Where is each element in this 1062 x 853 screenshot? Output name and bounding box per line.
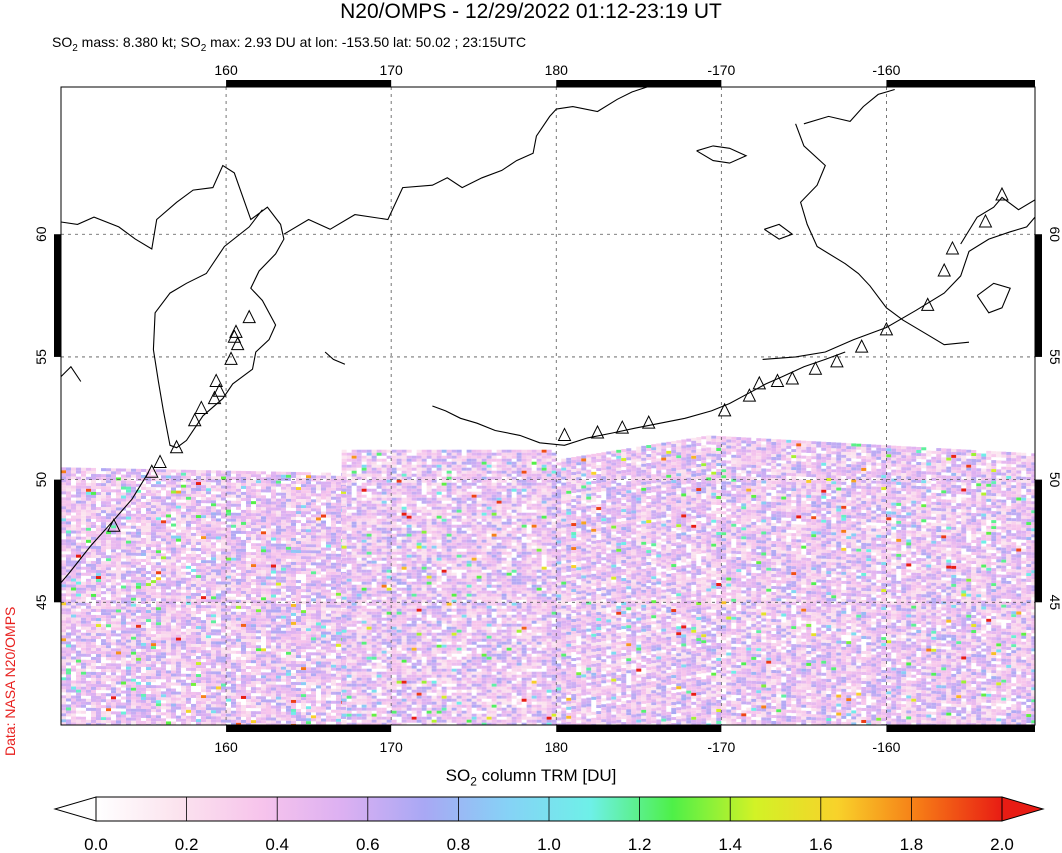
colorbar-ticks: 0.0 0.2 0.4 0.6 0.8 1.0 1.2 1.4 1.6 1.8 2.0 [84, 797, 1014, 853]
colorbar: 0.0 0.2 0.4 0.6 0.8 1.0 1.2 1.4 1.6 1.8 2.0 [53, 796, 1045, 853]
colorbar-tick-label: 0.6 [356, 835, 380, 853]
lon-tick-label: 170 [379, 62, 403, 78]
colorbar-tick-label: 0.8 [447, 835, 471, 853]
colorbar-tick-label: 1.6 [809, 835, 833, 853]
map-frame-ticks [54, 80, 1042, 732]
lat-tick-label: 45 [1047, 595, 1062, 611]
colorbar-over-arrow [1001, 796, 1045, 822]
colorbar-tick-label: 0.2 [175, 835, 199, 853]
volcano-markers [107, 186, 1009, 532]
colorbar-under-arrow [53, 796, 97, 822]
lat-tick-label: 55 [33, 349, 49, 365]
colorbar-title: SO2 column TRM [DU] [445, 766, 617, 789]
graticule [61, 87, 1035, 725]
page-title: N20/OMPS - 12/29/2022 01:12-23:19 UT [340, 0, 722, 23]
lon-tick-label: 180 [545, 739, 569, 755]
lat-tick-label: 60 [33, 226, 49, 242]
lon-tick-label: -160 [872, 739, 900, 755]
colorbar-tick-label: 1.4 [718, 835, 742, 853]
colorbar-tick-label: 0.4 [265, 835, 289, 853]
so2-data-swath [61, 435, 1035, 725]
lon-tick-label: -170 [707, 62, 735, 78]
map-frame [60, 86, 1036, 726]
colorbar-tick-label: 1.8 [900, 835, 924, 853]
lon-tick-label: -170 [707, 739, 735, 755]
subtitle: SO2 mass: 8.380 kt; SO2 max: 2.93 DU at … [52, 34, 527, 54]
lon-tick-label: 170 [379, 739, 403, 755]
lat-tick-label: 60 [1047, 226, 1062, 242]
colorbar-tick-label: 1.2 [628, 835, 652, 853]
colorbar-tick-label: 2.0 [990, 835, 1014, 853]
lon-tick-label: 160 [214, 62, 238, 78]
colorbar-tick-label: 1.0 [537, 835, 561, 853]
lat-tick-label: 50 [33, 472, 49, 488]
map-figure: 160 160 170 170 180 180 -170 -170 -160 -160 45 45 50… [33, 62, 1062, 755]
coastlines [61, 87, 1035, 584]
lat-tick-label: 50 [1047, 472, 1062, 488]
lat-tick-label: 55 [1047, 349, 1062, 365]
lon-tick-label: 160 [214, 739, 238, 755]
lon-tick-label: -160 [872, 62, 900, 78]
lon-tick-label: 180 [545, 62, 569, 78]
axis-tick-labels: 160 160 170 170 180 180 -170 -170 -160 -160 45 45 50… [33, 62, 1062, 755]
lat-tick-label: 45 [33, 594, 49, 610]
colorbar-tick-label: 0.0 [84, 835, 108, 853]
